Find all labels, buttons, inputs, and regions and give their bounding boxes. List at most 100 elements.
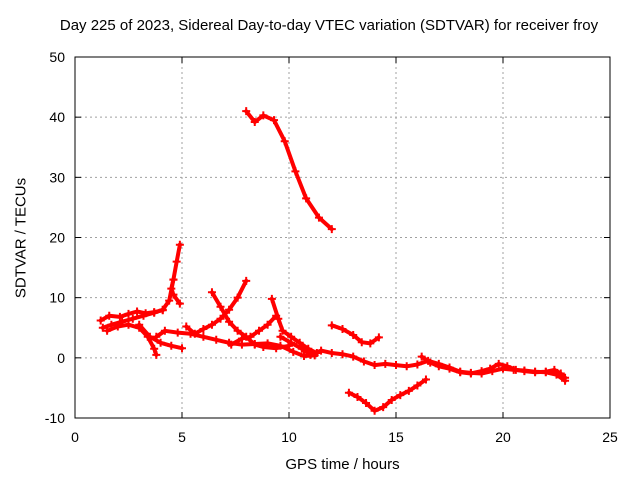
series-line: [419, 354, 568, 380]
data-point: [417, 352, 426, 361]
data-point: [96, 316, 105, 325]
data-point: [421, 375, 430, 384]
data-point: [115, 312, 124, 321]
data-point: [357, 338, 366, 347]
chart-title: Day 225 of 2023, Sidereal Day-to-day VTE…: [59, 17, 599, 34]
y-tick-label: 20: [49, 230, 65, 246]
grid: [75, 57, 610, 418]
x-tick-label: 20: [495, 429, 511, 445]
tick-labels: 0 5 10 15 20 25 -10 0 10 20 30 40 50: [45, 49, 618, 445]
series-track-15: [417, 352, 570, 382]
series-track-4: [96, 306, 167, 325]
data-point: [327, 225, 336, 234]
data-point: [199, 324, 208, 333]
data-point: [141, 309, 150, 318]
data-point: [531, 368, 540, 377]
data-point: [233, 326, 242, 335]
data-point: [173, 328, 182, 337]
x-tick-label: 25: [602, 429, 618, 445]
y-axis-label: SDTVAR / TECUs: [12, 177, 30, 299]
data-point: [466, 369, 475, 378]
data-point: [556, 369, 565, 378]
data-point: [255, 326, 264, 335]
data-point: [396, 391, 405, 400]
data-point: [280, 137, 289, 146]
data-point: [182, 322, 191, 331]
data-point: [297, 344, 306, 353]
x-tick-label: 10: [281, 429, 297, 445]
data-point: [561, 373, 570, 382]
data-point: [370, 361, 379, 370]
y-tick-label: 40: [49, 109, 65, 125]
data-point: [207, 288, 216, 297]
data-point: [175, 299, 184, 308]
data-point: [338, 350, 347, 359]
x-tick-label: 15: [388, 429, 404, 445]
data-point: [366, 339, 375, 348]
y-tick-label: 10: [49, 290, 65, 306]
data-point: [278, 326, 287, 335]
y-tick-label: 30: [49, 169, 65, 185]
data-point: [242, 107, 251, 116]
y-tick-label: 0: [57, 350, 65, 366]
data-point: [152, 332, 161, 341]
data-point: [362, 398, 371, 407]
data-point: [160, 326, 169, 335]
data-point: [477, 367, 486, 376]
data-point: [456, 368, 465, 377]
data-point: [520, 367, 529, 376]
data-point: [259, 343, 268, 352]
data-point: [387, 395, 396, 404]
data-point: [299, 352, 308, 361]
data-point: [216, 314, 225, 323]
data-point: [289, 347, 298, 356]
data-point: [128, 314, 137, 323]
data-point: [392, 361, 400, 370]
series-track-8: [182, 276, 251, 338]
data-point: [272, 344, 281, 353]
x-tick-label: 5: [178, 429, 186, 445]
data-point: [434, 362, 443, 371]
data-point: [511, 365, 520, 374]
data-point: [503, 362, 512, 371]
data-point: [291, 167, 300, 176]
x-axis-label: GPS time / hours: [285, 456, 400, 473]
data-point: [113, 322, 122, 331]
data-point: [381, 359, 390, 368]
data-point: [172, 257, 181, 266]
data-point: [103, 326, 112, 335]
data-point: [359, 357, 368, 366]
data-point: [274, 314, 283, 323]
data-point: [199, 332, 208, 341]
data-point: [426, 358, 435, 367]
series-track-14: [344, 375, 430, 415]
data-point: [349, 352, 358, 361]
data-point: [124, 309, 133, 318]
data-point: [158, 306, 167, 315]
data-point: [263, 320, 272, 329]
data-point: [338, 324, 347, 333]
data-point: [402, 362, 411, 371]
data-point: [344, 388, 353, 397]
series-line: [100, 277, 176, 330]
data-point: [167, 341, 176, 350]
data-point: [445, 364, 454, 373]
data-point: [353, 392, 362, 401]
data-point: [98, 323, 107, 332]
series-line: [229, 313, 279, 347]
data-point: [237, 334, 246, 343]
series-line: [184, 278, 249, 336]
data-point: [190, 329, 199, 338]
data-point: [250, 117, 259, 126]
data-point: [314, 213, 323, 222]
data-point: [133, 307, 142, 316]
series-line: [346, 377, 428, 413]
data-point: [287, 338, 296, 347]
data-point: [259, 111, 268, 120]
x-tick-label: 0: [71, 429, 79, 445]
data-point: [105, 311, 114, 320]
data-point: [317, 346, 326, 355]
data-point: [212, 335, 221, 344]
data-point: [227, 340, 236, 349]
